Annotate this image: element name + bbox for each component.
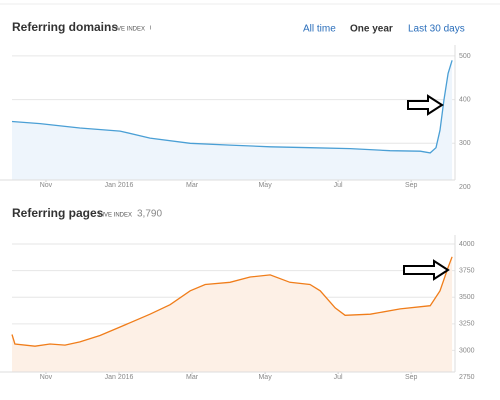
info-icon[interactable]: i <box>150 26 151 32</box>
y-tick-label: 200 <box>459 184 471 191</box>
y-tick-label: 3250 <box>459 321 475 328</box>
arrow <box>403 259 450 281</box>
x-tick-label: May <box>258 374 272 381</box>
area <box>12 60 453 180</box>
tab[interactable]: Last 30 days <box>408 24 465 35</box>
chart-title: Referring domains <box>12 20 118 34</box>
x-tick-label: Nov <box>40 374 53 381</box>
badge: LIVE INDEX <box>99 213 132 219</box>
line <box>11 60 453 154</box>
total-count: 3,790 <box>137 209 162 220</box>
y-tick-label: 3500 <box>459 294 475 301</box>
x-tick-label: Jan 2016 <box>105 182 134 189</box>
y-tick-label: 300 <box>459 140 471 147</box>
x-tick-label: Nov <box>40 182 53 189</box>
y-tick-label: 400 <box>459 96 471 103</box>
y-tick-label: 2750 <box>459 374 475 381</box>
tab-active[interactable]: One year <box>350 24 393 35</box>
area <box>12 256 453 372</box>
y-tick-label: 500 <box>459 53 471 60</box>
x-tick-label: Jul <box>334 182 343 189</box>
badge: LIVE INDEX <box>112 27 145 33</box>
arrow <box>407 94 444 116</box>
chart-title: Referring pages <box>12 206 104 220</box>
x-tick-label: Jul <box>334 374 343 381</box>
x-tick-label: May <box>258 182 272 189</box>
line <box>11 256 453 347</box>
x-tick-label: Sep <box>405 374 418 381</box>
tab[interactable]: All time <box>303 24 336 35</box>
x-tick-label: Jan 2016 <box>105 374 134 381</box>
y-tick-label: 3750 <box>459 267 475 274</box>
plots: 500 400 300 200 Nov Jan 2016 Mar May Jul Sep 4000 3… <box>0 45 475 381</box>
x-tick-label: Mar <box>186 182 199 189</box>
x-tick-label: Mar <box>186 374 199 381</box>
y-tick-label: 3000 <box>459 347 475 354</box>
y-tick-label: 4000 <box>459 241 475 248</box>
x-tick-label: Sep <box>405 182 418 189</box>
